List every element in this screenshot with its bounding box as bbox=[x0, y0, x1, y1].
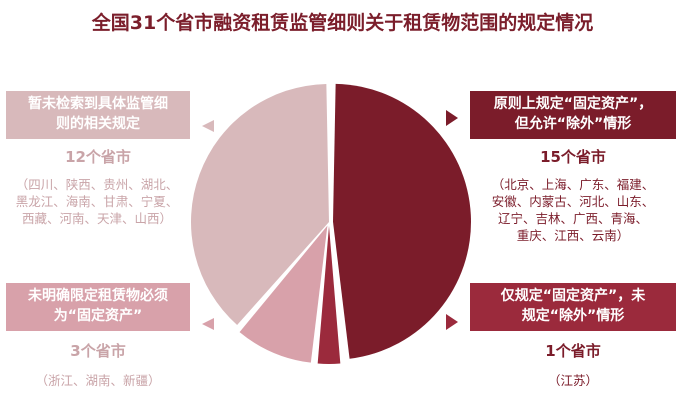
pointer-1 bbox=[446, 314, 458, 330]
pie-slice-15 bbox=[332, 83, 471, 359]
count-12: 12个省市 bbox=[65, 148, 131, 166]
province-list-3: （浙江、湖南、新疆） bbox=[35, 373, 161, 388]
legend-label-1: 仅规定“固定资产”，未 规定“除外”情形 bbox=[470, 283, 676, 331]
pie-slice-1 bbox=[317, 226, 341, 365]
count-15: 15个省市 bbox=[540, 148, 606, 166]
count-3: 3个省市 bbox=[70, 342, 126, 360]
pie-slice-12 bbox=[191, 84, 329, 325]
province-list-15: （北京、上海、广东、福建、 安徽、内蒙古、河北、山东、 辽宁、吉林、广西、青海、… bbox=[491, 177, 655, 243]
pointer-3 bbox=[202, 318, 214, 330]
legend-label-12: 暂未检索到具体监管细 则的相关规定 bbox=[6, 91, 190, 139]
pointer-15 bbox=[446, 110, 458, 126]
legend-label-3: 未明确限定租赁物必须 为“固定资产” bbox=[6, 283, 190, 331]
pointer-12 bbox=[202, 120, 214, 132]
province-list-12: （四川、陕西、贵州、湖北、 黑龙江、海南、甘肃、宁夏、 西藏、河南、天津、山西） bbox=[15, 177, 179, 226]
count-1: 1个省市 bbox=[545, 342, 601, 360]
chart-title: 全国31个省市融资租赁监管细则关于租赁物范围的规定情况 bbox=[91, 12, 594, 34]
pie-slice-3 bbox=[239, 225, 328, 363]
province-list-1: （江苏） bbox=[547, 373, 598, 388]
legend-label-15: 原则上规定“固定资产”， 但允许“除外”情形 bbox=[470, 91, 676, 139]
